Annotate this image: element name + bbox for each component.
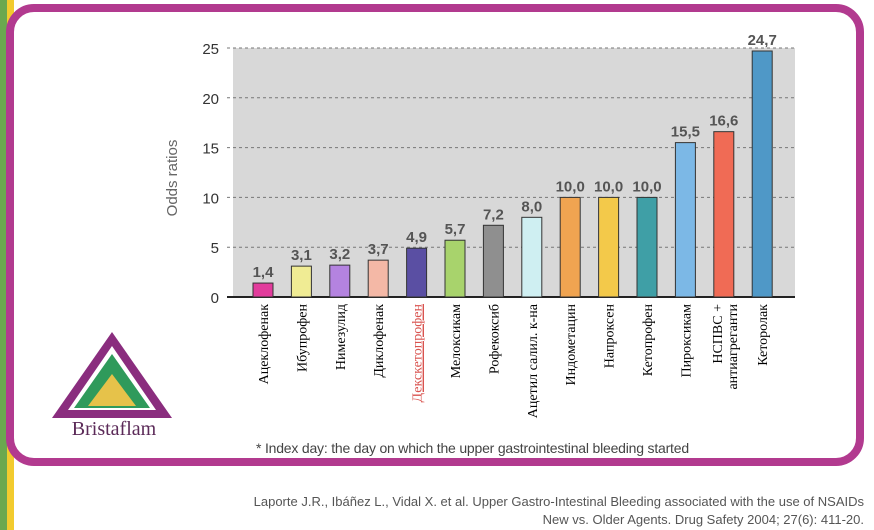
citation-line-2: New vs. Older Agents. Drug Safety 2004; … <box>542 512 864 527</box>
data-label: 15,5 <box>671 124 700 141</box>
bar <box>559 196 581 298</box>
bars: 1,4 3,1 3,2 3,7 4,9 5,7 7,2 8,0 10,0 10,0 10,0 15,5… <box>252 32 777 298</box>
bar <box>367 259 389 298</box>
data-label: 8,0 <box>521 198 542 215</box>
y-tick-label: 25 <box>202 41 219 58</box>
x-tick-label: Мелоксикам <box>449 304 464 378</box>
bar <box>713 131 735 298</box>
bar <box>406 247 428 298</box>
y-axis-label: Odds ratios <box>164 140 181 217</box>
data-label: 4,9 <box>406 229 427 246</box>
data-label: 7,2 <box>483 206 504 223</box>
decor-stripe-green <box>0 0 7 530</box>
data-label: 24,7 <box>748 32 777 49</box>
x-tick-label: Декскетопрофен <box>411 304 426 403</box>
bar <box>521 216 543 298</box>
data-label: 3,1 <box>291 247 312 264</box>
x-tick-label: Ацетил салил. к-на <box>526 303 541 418</box>
x-tick-label: Диклофенак <box>372 304 387 378</box>
data-label: 10,0 <box>594 178 623 195</box>
x-tick-label: НСПВС +антиагреганти <box>711 303 741 389</box>
x-tick-label: Рофекоксиб <box>487 304 502 374</box>
brand-name: Bristaflam <box>71 418 157 440</box>
y-tick-label: 10 <box>202 190 219 207</box>
bar <box>444 239 466 298</box>
y-tick-label: 0 <box>211 290 219 307</box>
x-tick-label: Кетопрофен <box>641 304 656 377</box>
gridlines: 0 5 10 15 20 25 <box>202 41 795 307</box>
bar <box>598 196 620 298</box>
bar <box>636 196 658 298</box>
plot-area <box>233 48 795 297</box>
y-tick-label: 15 <box>202 141 219 158</box>
y-tick-label: 5 <box>211 240 219 257</box>
data-label: 10,0 <box>632 178 661 195</box>
x-tick-label: Нимезулид <box>334 304 349 370</box>
bar <box>674 142 696 298</box>
x-tick-label: Ибупрофен <box>295 304 310 372</box>
footnote: * Index day: the day on which the upper … <box>256 440 689 456</box>
citation-line-1: Laporte J.R., Ibáñez L., Vidal X. et al.… <box>253 494 864 509</box>
x-tick-label: Ацеклофенак <box>257 304 272 385</box>
bar <box>482 224 504 298</box>
data-label: 5,7 <box>445 221 466 238</box>
data-label: 3,2 <box>329 246 350 263</box>
data-label: 3,7 <box>368 241 389 258</box>
bar <box>252 282 274 298</box>
data-label: 10,0 <box>556 178 585 195</box>
triangle-logo-icon <box>52 332 172 418</box>
x-tick-label: Индометацин <box>564 303 579 385</box>
x-tick-label: Пироксикам <box>679 304 694 378</box>
x-tick-labels: Ацеклофенак Ибупрофен Нимезулид Диклофенак Д… <box>257 303 771 418</box>
data-label: 1,4 <box>253 264 275 281</box>
bar <box>290 265 312 298</box>
data-label: 16,6 <box>709 113 738 130</box>
x-tick-label: Кеторолак <box>756 304 771 366</box>
bar <box>751 50 773 298</box>
x-tick-label: Напроксен <box>603 304 618 369</box>
y-tick-label: 20 <box>202 91 219 108</box>
bar <box>329 264 351 298</box>
